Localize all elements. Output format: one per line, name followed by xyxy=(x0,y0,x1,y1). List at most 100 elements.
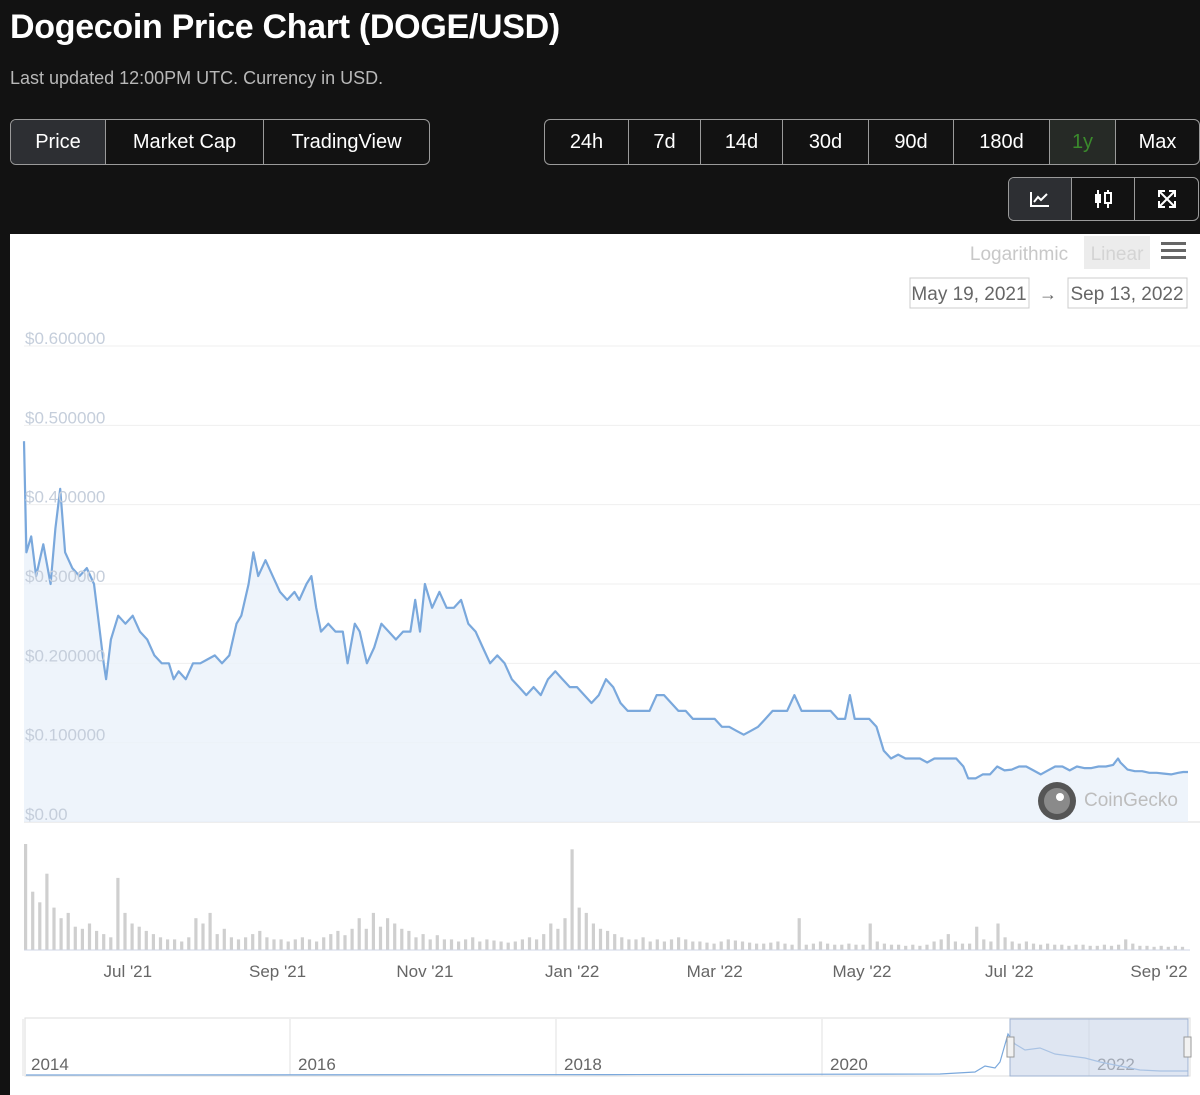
y-tick-label: $0.200000 xyxy=(25,646,105,665)
volume-bar xyxy=(960,943,965,950)
volume-bar xyxy=(102,934,106,950)
volume-bar xyxy=(1166,946,1170,950)
volume-bar xyxy=(222,928,226,950)
volume-bar xyxy=(1046,943,1050,950)
volume-bar xyxy=(478,941,482,950)
volume-bar xyxy=(1024,941,1028,950)
volume-bar xyxy=(258,930,262,950)
y-tick-label: $0.00 xyxy=(25,805,68,824)
volume-bar xyxy=(1124,939,1128,950)
navigator-handle-right[interactable] xyxy=(1183,1036,1192,1058)
fullscreen-button[interactable] xyxy=(1135,178,1198,220)
navigator-selection[interactable] xyxy=(1009,1018,1189,1077)
navigator[interactable]: 20142016201820202022 xyxy=(22,1017,1192,1077)
line-chart-button[interactable] xyxy=(1009,178,1072,220)
logarithmic-button[interactable]: Logarithmic xyxy=(970,244,1068,265)
range-24h-button[interactable]: 24h xyxy=(545,120,629,164)
volume-bar xyxy=(350,928,354,950)
range-180d-button[interactable]: 180d xyxy=(954,120,1050,164)
volume-bar xyxy=(1159,945,1163,950)
volume-bar xyxy=(606,930,610,950)
volume-bar xyxy=(591,923,595,950)
volume-bar xyxy=(457,941,461,950)
volume-bar xyxy=(797,918,801,950)
date-to-input[interactable] xyxy=(1067,277,1188,309)
range-30d-button[interactable]: 30d xyxy=(783,120,869,164)
tab-market-cap[interactable]: Market Cap xyxy=(106,120,264,164)
volume-bar xyxy=(762,943,766,950)
coingecko-watermark: CoinGecko xyxy=(1038,782,1178,820)
page-title: Dogecoin Price Chart (DOGE/USD) xyxy=(10,8,560,46)
range-90d-button[interactable]: 90d xyxy=(869,120,954,164)
range-max-button[interactable]: Max xyxy=(1138,130,1177,153)
range-1y-button[interactable]: 1y xyxy=(1050,120,1116,164)
volume-bar xyxy=(932,941,936,950)
x-tick-label: Sep '21 xyxy=(249,962,306,981)
volume-bar xyxy=(691,941,695,950)
volume-bar xyxy=(733,940,737,950)
volume-bar xyxy=(329,934,333,950)
volume-bar xyxy=(535,939,539,950)
volume-bar xyxy=(904,945,908,950)
price-line xyxy=(22,441,1188,780)
volume-bar xyxy=(151,934,155,950)
volume-bar xyxy=(982,939,986,950)
volume-bar xyxy=(251,934,255,950)
volume-bar xyxy=(1031,943,1036,950)
navigator-tick-label: 2016 xyxy=(298,1055,336,1074)
navigator-handle-left[interactable] xyxy=(1006,1036,1015,1058)
tab-price[interactable]: Price xyxy=(11,120,106,164)
volume-bar xyxy=(1152,946,1156,950)
volume-bar xyxy=(52,907,56,950)
tab-tradingview[interactable]: TradingView xyxy=(291,130,402,153)
navigator-tick-label: 2020 xyxy=(830,1055,868,1074)
volume-bar xyxy=(236,939,241,950)
x-tick-label: Jul '22 xyxy=(985,962,1034,981)
volume-bar xyxy=(556,928,560,950)
volume-bar xyxy=(66,912,70,950)
volume-bar xyxy=(513,941,517,950)
volume-bar xyxy=(293,939,297,950)
linear-button[interactable]: Linear xyxy=(1091,244,1144,265)
volume-bar xyxy=(911,944,915,950)
volume-bar xyxy=(1010,941,1014,950)
range-7d-button[interactable]: 7d xyxy=(629,120,701,164)
volume-bar xyxy=(59,918,63,950)
y-tick-label: $0.500000 xyxy=(25,408,105,427)
volume-bar xyxy=(45,873,49,950)
volume-bar xyxy=(386,918,390,950)
volume-bar xyxy=(435,935,439,950)
volume-bar xyxy=(1067,945,1071,950)
volume-bar xyxy=(371,912,375,950)
volume-bar xyxy=(769,942,773,950)
volume-bar xyxy=(123,912,127,950)
volume-bar xyxy=(449,939,454,950)
hamburger-menu-icon[interactable] xyxy=(1161,242,1186,259)
volume-bar xyxy=(1180,946,1185,950)
volume-bar xyxy=(1095,945,1099,950)
volume-bar xyxy=(712,943,716,950)
y-tick-label: $0.400000 xyxy=(25,488,105,507)
candlestick-button[interactable] xyxy=(1072,178,1135,220)
range-14d-button[interactable]: 14d xyxy=(701,120,783,164)
volume-bar xyxy=(31,891,35,950)
coingecko-text: CoinGecko xyxy=(1084,790,1178,811)
date-to-text: Sep 13, 2022 xyxy=(1070,284,1183,305)
x-tick-label: Sep '22 xyxy=(1130,962,1187,981)
volume-bar xyxy=(229,937,233,950)
volume-bar xyxy=(73,926,77,950)
volume-bar xyxy=(826,943,830,950)
volume-bar xyxy=(1117,944,1121,950)
volume-bar xyxy=(875,941,879,950)
volume-bar xyxy=(506,942,510,950)
volume-bar xyxy=(187,937,191,950)
volume-bar xyxy=(1074,944,1078,950)
date-from-input[interactable] xyxy=(909,277,1030,309)
volume-bar xyxy=(698,941,702,950)
volume-bar xyxy=(109,937,113,950)
volume-bar xyxy=(173,939,177,950)
volume-bar xyxy=(882,943,886,950)
volume-bar xyxy=(627,939,631,950)
volume-bar xyxy=(1145,945,1149,950)
volume-bar xyxy=(1109,945,1114,950)
